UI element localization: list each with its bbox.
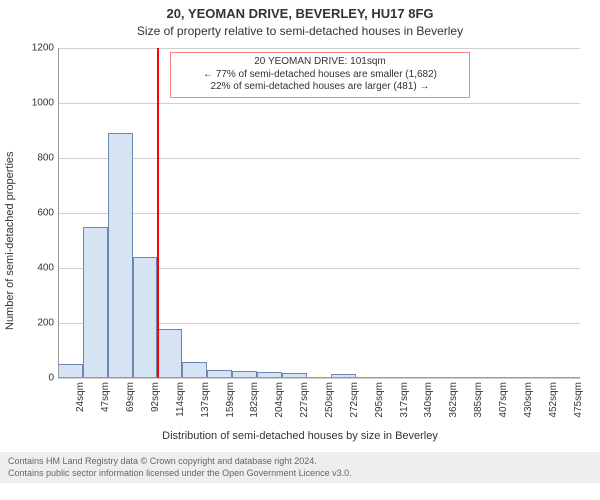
x-axis-label: Distribution of semi-detached houses by … <box>0 430 600 442</box>
x-axis <box>58 377 580 378</box>
x-tick-label: 317sqm <box>399 378 410 418</box>
y-tick-label: 1200 <box>22 43 58 54</box>
x-tick-label: 227sqm <box>299 378 310 418</box>
histogram-bar <box>108 133 133 378</box>
x-tick-label: 340sqm <box>423 378 434 418</box>
footer-line-2: Contains public sector information licen… <box>8 468 592 480</box>
gridline <box>58 48 580 49</box>
x-tick-label: 362sqm <box>448 378 459 418</box>
plot-area: 02004006008001000120024sqm47sqm69sqm92sq… <box>58 48 580 378</box>
x-tick-label: 430sqm <box>523 378 534 418</box>
chart-container: 20, YEOMAN DRIVE, BEVERLEY, HU17 8FG Siz… <box>0 0 600 500</box>
y-axis-label: Number of semi-detached properties <box>4 151 16 330</box>
histogram-bar <box>58 364 83 378</box>
chart-subtitle: Size of property relative to semi-detach… <box>0 24 600 38</box>
x-tick-label: 24sqm <box>75 378 86 412</box>
x-tick-label: 69sqm <box>125 378 136 412</box>
x-tick-label: 452sqm <box>548 378 559 418</box>
chart-title: 20, YEOMAN DRIVE, BEVERLEY, HU17 8FG <box>0 6 600 21</box>
y-tick-label: 600 <box>22 208 58 219</box>
y-tick-label: 800 <box>22 153 58 164</box>
x-tick-label: 204sqm <box>274 378 285 418</box>
gridline <box>58 158 580 159</box>
x-tick-label: 137sqm <box>200 378 211 418</box>
x-tick-label: 92sqm <box>150 378 161 412</box>
annotation-line-1: 20 YEOMAN DRIVE: 101sqm <box>177 56 463 69</box>
annotation-line-3: 22% of semi-detached houses are larger (… <box>177 81 463 94</box>
y-tick-label: 1000 <box>22 98 58 109</box>
x-tick-label: 182sqm <box>249 378 260 418</box>
property-marker-line <box>157 48 159 378</box>
footer-attribution: Contains HM Land Registry data © Crown c… <box>0 452 600 483</box>
x-tick-label: 475sqm <box>573 378 584 418</box>
x-tick-label: 159sqm <box>225 378 236 418</box>
annotation-line-2: ← 77% of semi-detached houses are smalle… <box>177 69 463 82</box>
histogram-bar <box>157 329 182 379</box>
y-tick-label: 200 <box>22 318 58 329</box>
x-tick-label: 114sqm <box>175 378 186 417</box>
gridline <box>58 103 580 104</box>
y-tick-label: 0 <box>22 373 58 384</box>
x-tick-label: 407sqm <box>498 378 509 418</box>
gridline <box>58 213 580 214</box>
x-tick-label: 47sqm <box>100 378 111 412</box>
y-tick-label: 400 <box>22 263 58 274</box>
histogram-bar <box>133 257 158 378</box>
histogram-bar <box>83 227 108 378</box>
x-tick-label: 295sqm <box>374 378 385 418</box>
x-tick-label: 385sqm <box>473 378 484 418</box>
footer-line-1: Contains HM Land Registry data © Crown c… <box>8 456 592 468</box>
x-tick-label: 250sqm <box>324 378 335 418</box>
y-axis <box>58 48 59 378</box>
x-tick-label: 272sqm <box>349 378 360 418</box>
annotation-box: 20 YEOMAN DRIVE: 101sqm ← 77% of semi-de… <box>170 52 470 98</box>
histogram-bar <box>182 362 207 379</box>
